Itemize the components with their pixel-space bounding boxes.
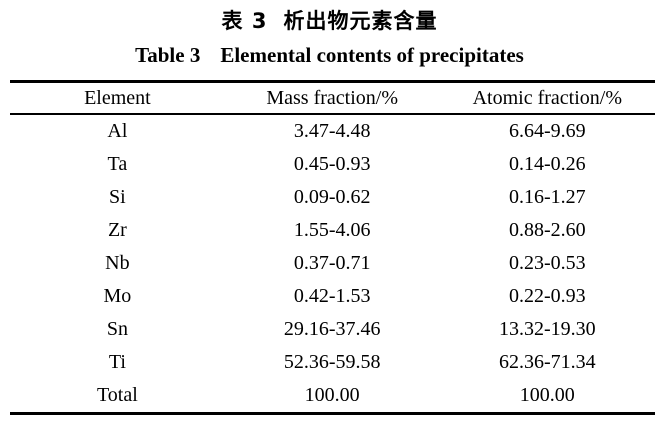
- atomic-fraction-cell: 6.64-9.69: [508, 120, 586, 142]
- element-cell: Ti: [108, 351, 126, 373]
- precipitates-table: Element Mass fraction/% Atomic fraction/…: [10, 80, 655, 415]
- element-cell: Zr: [107, 219, 127, 241]
- atomic-fraction-cell: 0.88-2.60: [508, 219, 586, 241]
- table-caption-english-text: Elemental contents of precipitates: [220, 43, 524, 67]
- column-header-atomic-fraction: Atomic fraction/%: [439, 81, 655, 115]
- table-row-zr: Zr 1.55-4.06 0.88-2.60: [10, 214, 655, 247]
- table-caption-chinese-label: 表 3: [221, 9, 268, 33]
- table-row-ti: Ti 52.36-59.58 62.36-71.34: [10, 346, 655, 379]
- mass-fraction-cell: 0.45-0.93: [293, 153, 371, 175]
- mass-fraction-cell: 100.00: [304, 384, 360, 406]
- element-cell: Nb: [105, 252, 130, 274]
- mass-fraction-cell: 29.16-37.46: [283, 318, 381, 340]
- table-caption-chinese-text: 析出物元素含量: [283, 9, 438, 33]
- atomic-fraction-cell: 0.16-1.27: [508, 186, 586, 208]
- mass-fraction-cell: 0.37-0.71: [293, 252, 371, 274]
- table-row-mo: Mo 0.42-1.53 0.22-0.93: [10, 280, 655, 313]
- table-header-row: Element Mass fraction/% Atomic fraction/…: [10, 81, 655, 115]
- element-cell: Si: [109, 186, 126, 208]
- table-row-sn: Sn 29.16-37.46 13.32-19.30: [10, 313, 655, 346]
- table-caption-english: Table 3 Elemental contents of precipitate…: [0, 43, 659, 68]
- atomic-fraction-cell: 100.00: [519, 384, 575, 406]
- table-row-al: Al 3.47-4.48 6.64-9.69: [10, 114, 655, 148]
- atomic-fraction-cell: 62.36-71.34: [498, 351, 596, 373]
- column-header-mass-fraction: Mass fraction/%: [224, 81, 440, 115]
- table-row-si: Si 0.09-0.62 0.16-1.27: [10, 181, 655, 214]
- mass-fraction-cell: 0.09-0.62: [293, 186, 371, 208]
- column-header-element: Element: [10, 81, 225, 115]
- element-cell: Ta: [107, 153, 128, 175]
- mass-fraction-cell: 1.55-4.06: [293, 219, 371, 241]
- element-cell: Al: [107, 120, 128, 142]
- element-cell: Mo: [103, 285, 132, 307]
- table-row-nb: Nb 0.37-0.71 0.23-0.53: [10, 247, 655, 280]
- element-cell: Sn: [106, 318, 128, 340]
- table-caption-english-label: Table 3: [135, 43, 201, 67]
- atomic-fraction-cell: 0.23-0.53: [508, 252, 586, 274]
- mass-fraction-cell: 0.42-1.53: [293, 285, 371, 307]
- atomic-fraction-cell: 0.22-0.93: [508, 285, 586, 307]
- table-caption-chinese: 表 3 析出物元素含量: [0, 5, 659, 35]
- mass-fraction-cell: 3.47-4.48: [293, 120, 371, 142]
- table-row-total: Total 100.00 100.00: [10, 379, 655, 414]
- table-row-ta: Ta 0.45-0.93 0.14-0.26: [10, 148, 655, 181]
- mass-fraction-cell: 52.36-59.58: [283, 351, 381, 373]
- atomic-fraction-cell: 0.14-0.26: [508, 153, 586, 175]
- atomic-fraction-cell: 13.32-19.30: [498, 318, 596, 340]
- element-cell: Total: [96, 384, 138, 406]
